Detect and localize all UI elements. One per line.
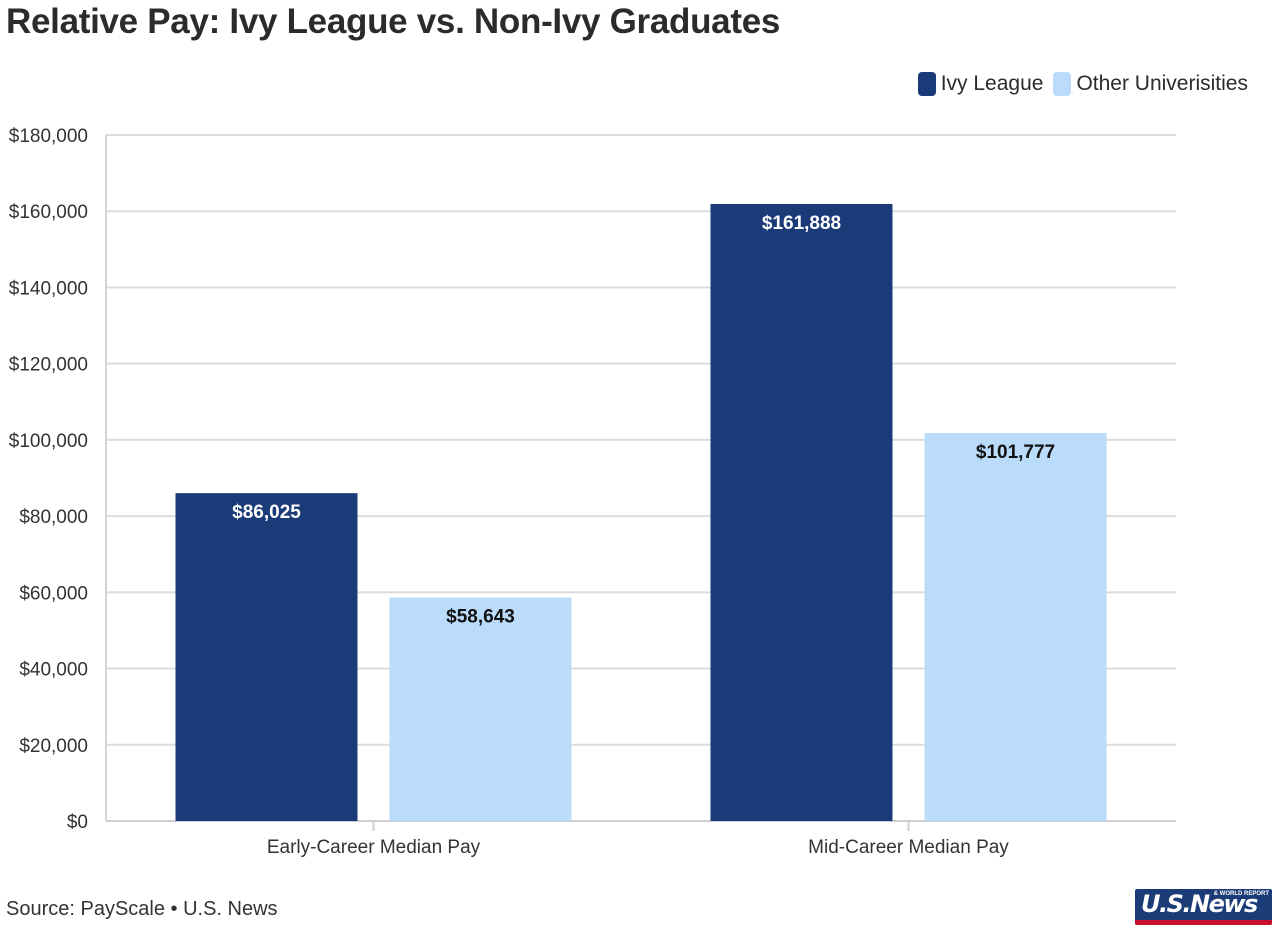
legend: Ivy League Other Univerisities bbox=[908, 72, 1248, 96]
bar-value-label: $58,643 bbox=[446, 607, 515, 628]
y-tick-label: $160,000 bbox=[9, 202, 88, 223]
bar-ivy-league-0 bbox=[175, 493, 358, 821]
logo-text: U.S.News bbox=[1141, 890, 1258, 918]
logo-stripe bbox=[1135, 920, 1272, 925]
legend-label-other-universities: Other Univerisities bbox=[1076, 72, 1248, 95]
legend-swatch-ivy-league bbox=[917, 72, 936, 96]
y-tick-label: $140,000 bbox=[9, 278, 88, 299]
y-tick-label: $180,000 bbox=[9, 126, 88, 147]
bar-value-label: $161,888 bbox=[762, 213, 841, 234]
bar-other-univerisities-0 bbox=[389, 597, 572, 821]
bar-chart: $0 $20,000 $40,000 $60,000 $80,000 $100,000 $1… bbox=[9, 126, 1176, 858]
legend-label-ivy-league: Ivy League bbox=[940, 72, 1044, 95]
bar-value-label: $101,777 bbox=[976, 442, 1055, 463]
y-tick-label: $80,000 bbox=[19, 507, 88, 528]
chart-title: Relative Pay: Ivy League vs. Non-Ivy Gra… bbox=[6, 2, 781, 41]
legend-item-ivy-league: Ivy League bbox=[917, 72, 1044, 96]
y-tick-label: $0 bbox=[67, 812, 88, 833]
y-tick-label: $20,000 bbox=[19, 736, 88, 757]
y-tick-label: $40,000 bbox=[19, 660, 88, 681]
legend-item-other-universities: Other Univerisities bbox=[1053, 72, 1248, 96]
x-tick-label: Early-Career Median Pay bbox=[267, 837, 481, 858]
source-note: Source: PayScale • U.S. News bbox=[6, 898, 278, 920]
bar-ivy-league-1 bbox=[710, 204, 893, 821]
legend-swatch-other-universities bbox=[1053, 72, 1072, 96]
logo-tagline: & WORLD REPORT bbox=[1213, 891, 1269, 897]
usnews-logo: U.S.News & WORLD REPORT bbox=[1135, 889, 1272, 925]
y-tick-label: $120,000 bbox=[9, 355, 88, 376]
y-tick-label: $100,000 bbox=[9, 431, 88, 452]
bar-value-label: $86,025 bbox=[232, 502, 301, 523]
bar-other-univerisities-1 bbox=[924, 433, 1107, 821]
x-tick-label: Mid-Career Median Pay bbox=[808, 837, 1009, 858]
y-tick-label: $60,000 bbox=[19, 583, 88, 604]
